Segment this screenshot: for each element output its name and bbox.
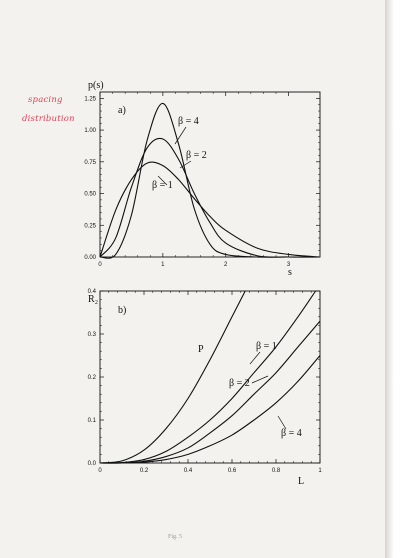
panel-1-series-leader-2 bbox=[179, 160, 192, 169]
handwritten-note-line2: distribution bbox=[22, 114, 75, 124]
scanned-page bbox=[0, 0, 385, 558]
panel-1-x-tick-label: 0 bbox=[98, 262, 102, 268]
panel-1-y-tick-label: 0.25 bbox=[84, 223, 96, 229]
panel-2-panel-label: b) bbox=[118, 305, 126, 316]
panel-1-y-axis-label: p(s) bbox=[88, 80, 104, 91]
panel-2-series-label-3: β = 2 bbox=[229, 378, 250, 389]
panel-2-x-tick-label: 1 bbox=[318, 468, 322, 474]
panel-2-series-leader-4 bbox=[277, 415, 287, 430]
panel-2-series-line-2 bbox=[99, 290, 317, 464]
panel-2-y-axis-label: R₂ bbox=[88, 294, 98, 305]
handwritten-note-line1: spacing bbox=[28, 95, 63, 105]
figure-caption: Fig. 5 bbox=[168, 534, 183, 540]
panel-1-series-label-3: β = 4 bbox=[178, 116, 199, 127]
panel-2-series-label-1: P bbox=[198, 344, 204, 355]
page-edge bbox=[385, 0, 400, 558]
panel-1-y-tick-label: 0.75 bbox=[84, 160, 96, 166]
panel-2-series-label-2: β = 1 bbox=[256, 341, 277, 352]
panel-2-x-tick-label: 0.2 bbox=[140, 468, 149, 474]
panel-1-x-axis-label: s bbox=[288, 267, 292, 278]
panel-1-series-leader-3 bbox=[174, 126, 187, 145]
panel-1-plot-frame bbox=[99, 91, 321, 258]
panel-2-x-tick-label: 0 bbox=[98, 468, 102, 474]
panel-1-series-label-2: β = 2 bbox=[186, 150, 207, 161]
panel-1-x-tick-label: 2 bbox=[224, 262, 228, 268]
panel-1-y-tick-label: 1.25 bbox=[84, 96, 96, 102]
panel-2-y-tick-label: 0.0 bbox=[88, 461, 97, 467]
panel-1-series-label-1: β = 1 bbox=[152, 180, 173, 191]
panel-2-x-tick-label: 0.4 bbox=[184, 468, 193, 474]
panel-2-x-axis-label: L bbox=[298, 476, 304, 487]
panel-2-x-tick-label: 0.8 bbox=[272, 468, 281, 474]
panel-2-y-tick-label: 0.4 bbox=[88, 289, 97, 295]
panel-1-panel-label: a) bbox=[118, 105, 126, 116]
panel-1-y-tick-label: 1.00 bbox=[84, 128, 96, 134]
panel-1-x-tick-label: 1 bbox=[161, 262, 165, 268]
panel-1-y-tick-label: 0.00 bbox=[84, 255, 96, 261]
panel-2-series-line-1 bbox=[99, 290, 246, 464]
panel-2-y-tick-label: 0.3 bbox=[88, 332, 97, 338]
panel-2-series-label-4: β = 4 bbox=[281, 428, 302, 439]
panel-2-y-tick-label: 0.2 bbox=[88, 375, 97, 381]
panel-2-series-line-4 bbox=[99, 355, 321, 464]
panel-1-x-tick-label: 3 bbox=[287, 262, 291, 268]
panel-2-y-tick-label: 0.1 bbox=[88, 418, 97, 424]
panel-1-y-tick-label: 0.50 bbox=[84, 192, 96, 198]
panel-1-series-line-3 bbox=[99, 102, 320, 259]
panel-2-series-leader-3 bbox=[251, 375, 269, 384]
panel-1-series-leader-1 bbox=[157, 175, 168, 186]
panel-2-series-leader-2 bbox=[249, 351, 261, 365]
panel-1-series-line-2 bbox=[99, 137, 321, 258]
panel-2-x-tick-label: 0.6 bbox=[228, 468, 237, 474]
panel-1-series-line-1 bbox=[99, 161, 321, 258]
